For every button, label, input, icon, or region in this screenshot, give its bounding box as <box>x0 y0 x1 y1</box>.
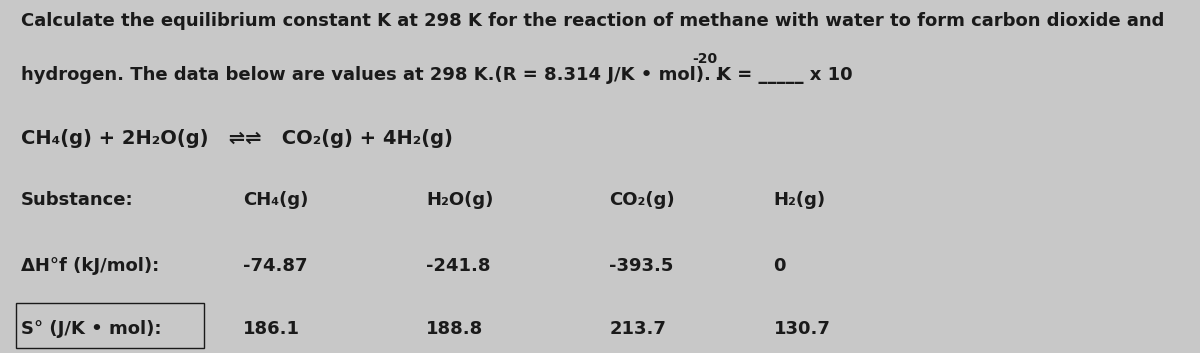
Text: S° (J/K • mol):: S° (J/K • mol): <box>20 320 161 338</box>
Text: CO₂(g): CO₂(g) <box>610 191 676 209</box>
Text: Substance:: Substance: <box>20 191 133 209</box>
Text: Calculate the equilibrium constant K at 298 K for the reaction of methane with w: Calculate the equilibrium constant K at … <box>20 12 1164 30</box>
Text: -20: -20 <box>692 52 718 66</box>
Text: 130.7: 130.7 <box>774 320 830 338</box>
Text: .: . <box>714 66 721 84</box>
Text: ΔH°f (kJ/mol):: ΔH°f (kJ/mol): <box>20 257 158 275</box>
Text: -393.5: -393.5 <box>610 257 674 275</box>
Text: H₂(g): H₂(g) <box>774 191 826 209</box>
Text: 0: 0 <box>774 257 786 275</box>
Text: 213.7: 213.7 <box>610 320 666 338</box>
Text: -241.8: -241.8 <box>426 257 491 275</box>
Text: 188.8: 188.8 <box>426 320 484 338</box>
Text: 186.1: 186.1 <box>242 320 300 338</box>
Text: hydrogen. The data below are values at 298 K.(R = 8.314 J/K • mol). K = _____ x : hydrogen. The data below are values at 2… <box>20 66 852 84</box>
Text: -74.87: -74.87 <box>242 257 307 275</box>
Text: H₂O(g): H₂O(g) <box>426 191 493 209</box>
Text: CH₄(g) + 2H₂O(g)   ⇌⇌   CO₂(g) + 4H₂(g): CH₄(g) + 2H₂O(g) ⇌⇌ CO₂(g) + 4H₂(g) <box>20 129 452 148</box>
Text: CH₄(g): CH₄(g) <box>242 191 308 209</box>
